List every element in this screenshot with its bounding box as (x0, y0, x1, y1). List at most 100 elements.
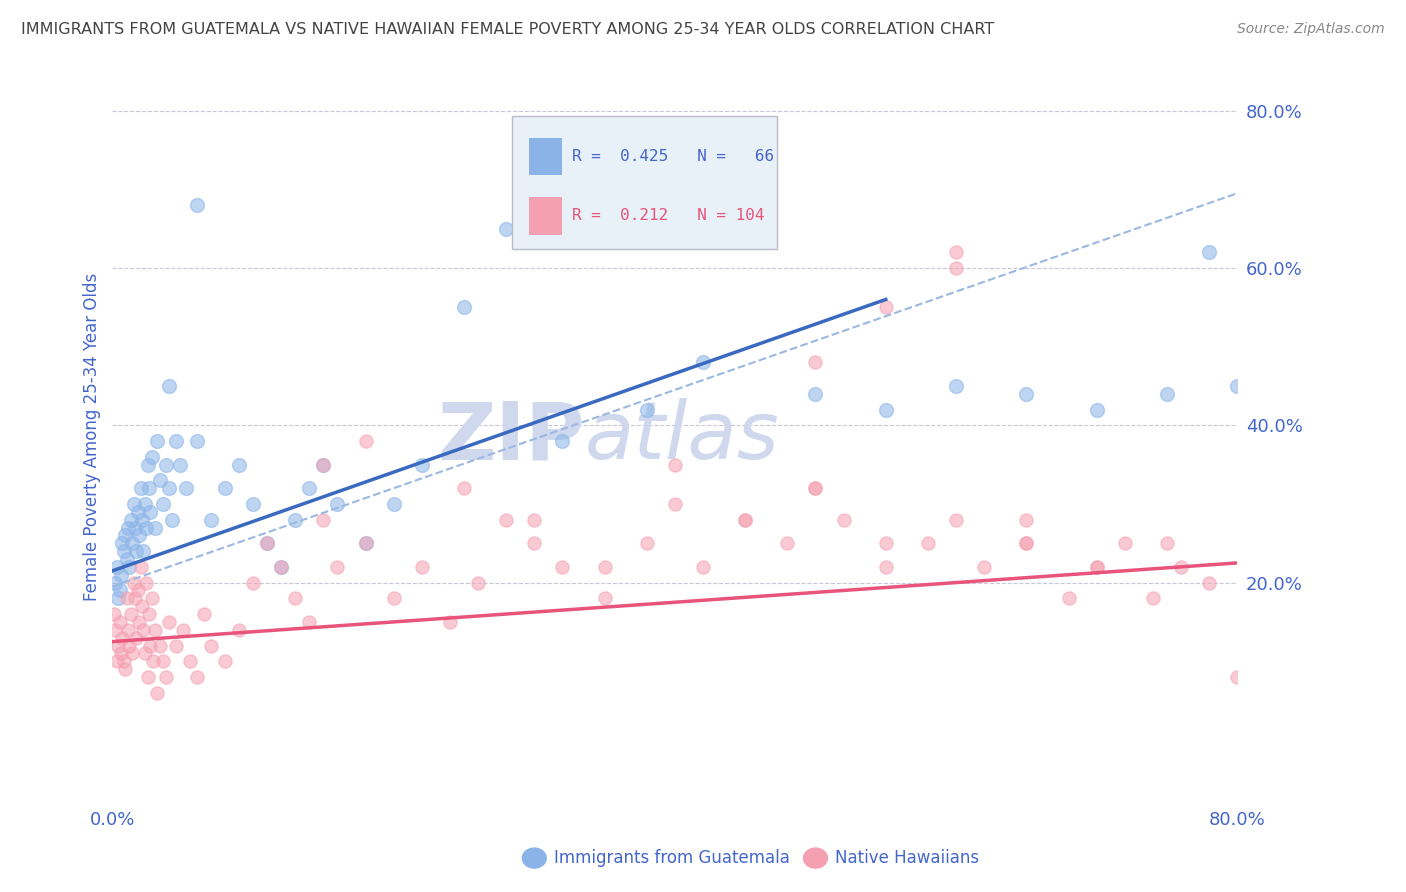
Y-axis label: Female Poverty Among 25-34 Year Olds: Female Poverty Among 25-34 Year Olds (83, 273, 101, 601)
Point (149, 639, 172, 653)
Point (152, 497, 174, 511)
Point (284, 591, 307, 606)
Point (107, 591, 129, 606)
Point (132, 544, 155, 558)
Point (1156, 536, 1178, 550)
Point (111, 631, 134, 645)
Point (298, 615, 321, 629)
Point (127, 583, 149, 598)
Point (875, 536, 897, 550)
Point (129, 559, 152, 574)
Point (115, 552, 138, 566)
Point (734, 513, 756, 527)
Point (155, 458, 177, 472)
Point (1367, 748, 1389, 763)
Point (155, 670, 177, 684)
Point (776, 536, 799, 550)
Point (110, 646, 132, 660)
Point (125, 631, 148, 645)
Point (551, 559, 574, 574)
Point (270, 559, 292, 574)
Point (917, 536, 939, 550)
Point (112, 544, 135, 558)
Point (270, 559, 292, 574)
Point (664, 497, 686, 511)
Point (143, 623, 166, 637)
Point (1339, 756, 1361, 771)
Point (107, 639, 129, 653)
Point (1170, 559, 1192, 574)
Point (1310, 772, 1333, 787)
Point (146, 686, 169, 700)
Point (354, 536, 377, 550)
Point (256, 536, 278, 550)
Point (523, 536, 546, 550)
Point (692, 355, 714, 369)
Point (453, 301, 475, 315)
Point (129, 481, 152, 495)
Point (103, 607, 125, 621)
Point (354, 536, 377, 550)
Point (132, 623, 155, 637)
Point (146, 434, 169, 448)
Point (115, 591, 138, 606)
Point (118, 559, 141, 574)
Point (131, 513, 153, 527)
Point (354, 434, 377, 448)
Point (122, 497, 145, 511)
Point (242, 575, 264, 590)
Point (326, 559, 349, 574)
Point (125, 544, 148, 558)
Point (1015, 513, 1038, 527)
Point (142, 654, 165, 668)
Point (127, 505, 149, 519)
Point (1085, 559, 1108, 574)
Point (112, 654, 135, 668)
Text: atlas: atlas (585, 398, 780, 476)
Point (214, 481, 236, 495)
Point (411, 458, 433, 472)
Point (1395, 764, 1406, 779)
Point (135, 520, 157, 534)
Point (169, 458, 191, 472)
Point (832, 513, 855, 527)
Point (134, 646, 156, 660)
Point (105, 559, 128, 574)
Point (121, 646, 143, 660)
Point (105, 654, 128, 668)
Point (124, 591, 146, 606)
Point (128, 528, 150, 542)
Point (804, 355, 827, 369)
Point (228, 623, 250, 637)
Point (179, 654, 201, 668)
Point (1015, 536, 1038, 550)
Point (453, 481, 475, 495)
Point (945, 245, 967, 260)
Point (1198, 245, 1220, 260)
Point (495, 513, 517, 527)
Point (165, 639, 187, 653)
Point (382, 591, 405, 606)
Point (160, 513, 183, 527)
Point (875, 559, 897, 574)
Point (242, 497, 264, 511)
Point (174, 481, 197, 495)
Point (104, 575, 127, 590)
Point (186, 198, 208, 212)
Point (284, 513, 307, 527)
Point (256, 536, 278, 550)
Point (186, 434, 208, 448)
Point (122, 575, 145, 590)
Point (135, 575, 157, 590)
Point (118, 639, 141, 653)
Point (636, 536, 658, 550)
Point (382, 497, 405, 511)
Point (110, 567, 132, 582)
Point (593, 559, 616, 574)
Point (636, 402, 658, 417)
Point (945, 260, 967, 275)
Point (117, 520, 139, 534)
Point (1254, 748, 1277, 763)
Point (165, 434, 187, 448)
Point (108, 615, 131, 629)
